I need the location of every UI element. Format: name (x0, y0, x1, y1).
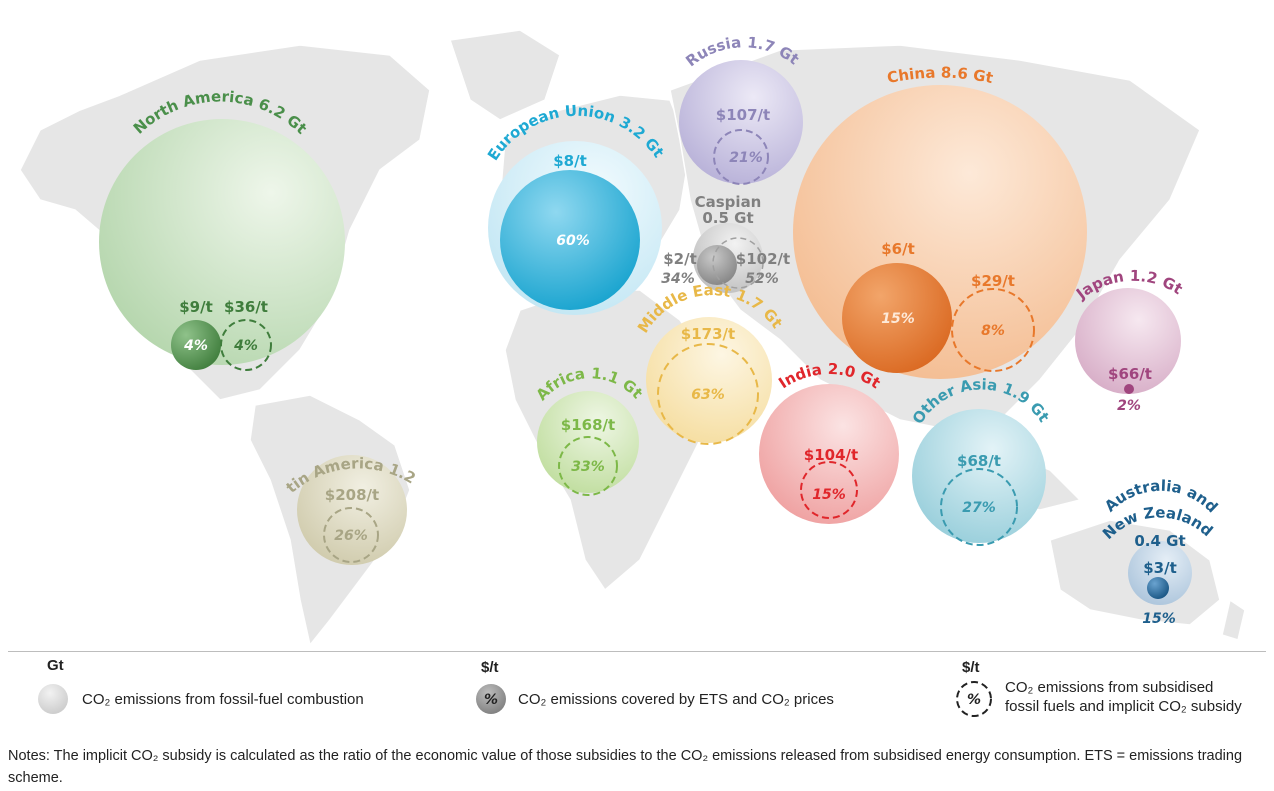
india-subsidy-price: $104/t (804, 446, 858, 464)
russia-subsidy-circle (713, 129, 769, 185)
north-america-ets-pct: 4% (183, 338, 208, 354)
eu-ets-circle (500, 170, 640, 310)
bubble-india: India 2.0 Gt $104/t 15% (759, 360, 899, 524)
australia-nz-ets-circle (1147, 577, 1169, 599)
north-america-subsidy-circle (220, 319, 272, 371)
india-emissions-circle (759, 384, 899, 524)
middle-east-subsidy-circle (657, 343, 759, 445)
legend-gt-header: Gt (47, 657, 64, 674)
china-subsidy-circle (951, 288, 1035, 372)
africa-subsidy-circle (558, 436, 618, 496)
legend-divider (8, 651, 1266, 652)
caspian-subsidy-circle (712, 237, 764, 289)
legend-ets-header: $/t (481, 659, 499, 676)
africa-subsidy-pct: 33% (571, 459, 605, 475)
bubble-japan: Japan 1.2 Gt $66/t 2% (1072, 267, 1186, 414)
north-america-emissions-circle (99, 119, 345, 365)
legend-gt-circle (38, 684, 68, 714)
middle-east-subsidy-price: $173/t (681, 325, 735, 343)
japan-ets-pct: 2% (1117, 398, 1141, 414)
continent-new-zealand (1221, 598, 1246, 641)
australia-nz-ets-price: $3/t (1143, 559, 1177, 577)
china-ets-pct: 15% (881, 311, 915, 327)
bubble-caspian: Caspian 0.5 Gt $2/t 34% $102/t 52% (661, 193, 790, 293)
africa-emissions-circle (537, 391, 639, 493)
china-subsidy-pct: 8% (981, 323, 1005, 339)
bubble-china: China 8.6 Gt $6/t $29/t 15% 8% (793, 64, 1087, 379)
other-asia-subsidy-price: $68/t (957, 452, 1001, 470)
japan-ets-price: $66/t (1108, 365, 1152, 383)
legend-subsidy-symbol: % (967, 692, 981, 708)
world-map: North America 6.2 Gt $9/t $36/t 4% 4% La… (0, 0, 1246, 647)
india-subsidy-circle (800, 461, 858, 519)
china-ets-price: $6/t (881, 240, 915, 258)
caspian-label-line2: 0.5 Gt (702, 209, 753, 227)
middle-east-emissions-circle (646, 317, 772, 443)
eu-ets-price: $8/t (553, 152, 587, 170)
australia-nz-emissions-circle (1128, 541, 1192, 605)
legend-subsidy-header: $/t (962, 659, 980, 676)
caspian-subsidy-pct: 52% (745, 271, 779, 287)
russia-subsidy-price: $107/t (716, 106, 770, 124)
notes: Notes: The implicit CO₂ subsidy is calcu… (8, 748, 1243, 786)
africa-subsidy-price: $168/t (561, 416, 615, 434)
china-label: China 8.6 Gt (886, 64, 995, 88)
other-asia-emissions-circle (912, 409, 1046, 543)
india-subsidy-pct: 15% (812, 487, 846, 503)
caspian-ets-circle (697, 245, 737, 285)
caspian-label-line1: Caspian (695, 193, 762, 211)
svg-text:China 8.6 Gt: China 8.6 Gt (886, 64, 995, 88)
japan-emissions-circle (1075, 288, 1181, 394)
north-america-subsidy-price: $36/t (224, 298, 268, 316)
caspian-ets-price: $2/t (663, 250, 697, 268)
bubble-russia: Russia 1.7 Gt $107/t 21% (679, 33, 803, 185)
australia-nz-label-line3: 0.4 Gt (1134, 532, 1185, 550)
north-america-subsidy-pct: 4% (233, 338, 258, 354)
north-america-ets-price: $9/t (179, 298, 213, 316)
china-subsidy-price: $29/t (971, 272, 1015, 290)
latin-america-subsidy-price: $208/t (325, 486, 379, 504)
latin-america-subsidy-pct: 26% (334, 528, 368, 544)
japan-ets-circle (1124, 384, 1134, 394)
russia-subsidy-pct: 21% (729, 150, 763, 166)
russia-emissions-circle (679, 60, 803, 184)
middle-east-subsidy-pct: 63% (691, 387, 725, 403)
legend-ets-circle: % (476, 684, 506, 714)
latin-america-subsidy-circle (323, 507, 379, 563)
legend-gt-text: CO₂ emissions from fossil-fuel combustio… (82, 691, 364, 708)
legend-subsidy-text-line2: fossil fuels and implicit CO₂ subsidy (1005, 698, 1242, 715)
legend-subsidy-text-line1: CO₂ emissions from subsidised (1005, 679, 1214, 696)
caspian-subsidy-price: $102/t (736, 250, 790, 268)
continent-greenland (449, 29, 561, 121)
legend-ets-symbol: % (484, 692, 498, 708)
other-asia-subsidy-pct: 27% (962, 500, 996, 516)
australia-nz-ets-pct: 15% (1142, 611, 1176, 627)
legend-subsidy-circle: % (956, 681, 992, 717)
legend-ets-text: CO₂ emissions covered by ETS and CO₂ pri… (518, 691, 834, 708)
north-america-ets-circle (171, 320, 221, 370)
other-asia-subsidy-circle (940, 468, 1018, 546)
eu-ets-pct: 60% (556, 233, 590, 249)
caspian-ets-pct: 34% (661, 271, 695, 287)
china-ets-circle (842, 263, 952, 373)
